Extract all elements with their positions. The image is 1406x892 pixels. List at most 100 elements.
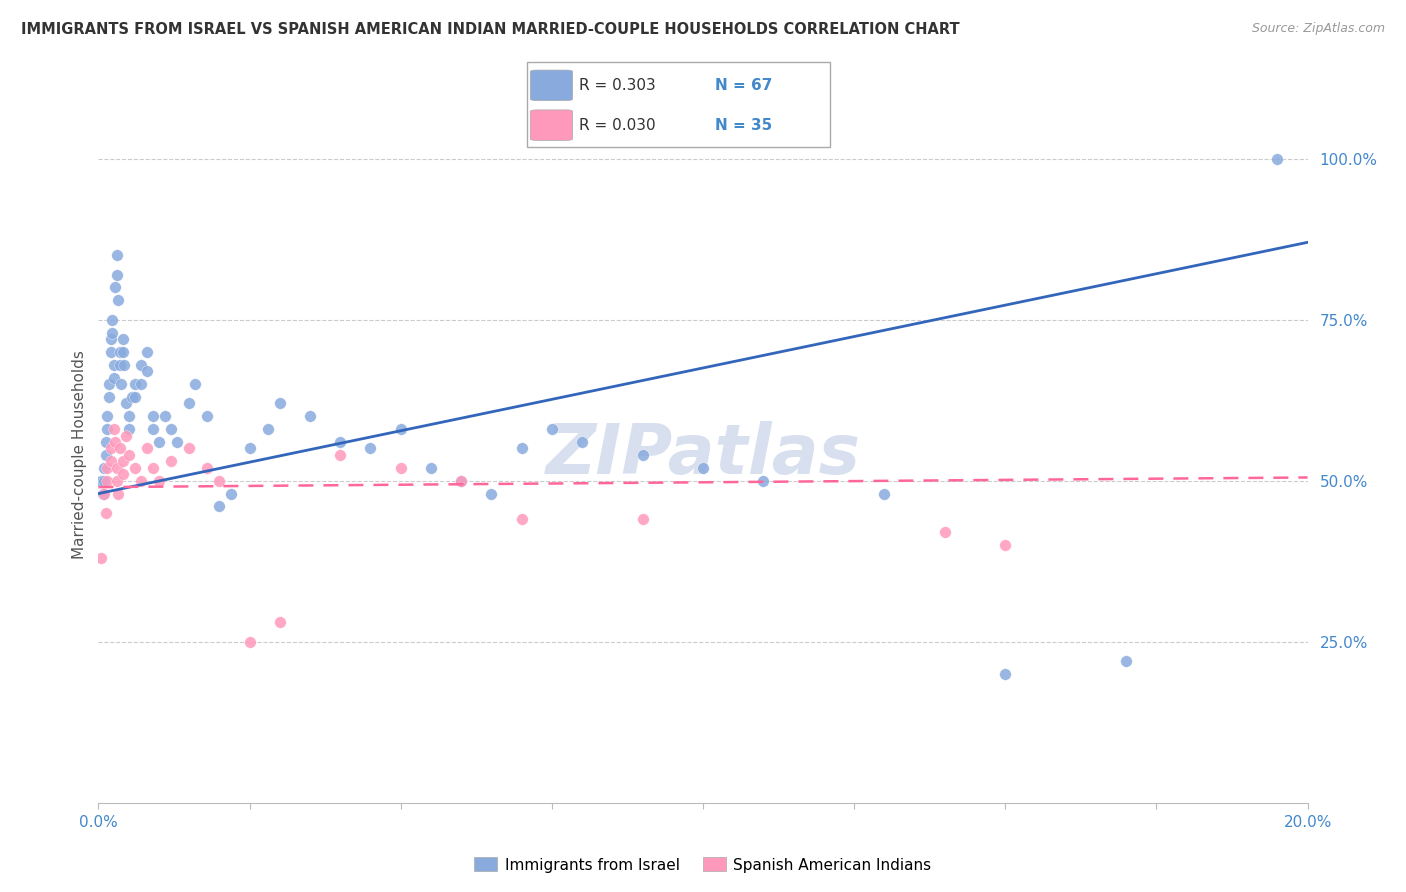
Point [142,422,165,436]
Point [450,474,472,488]
Point [994,538,1017,552]
FancyBboxPatch shape [530,110,572,140]
Point [100,454,122,468]
Point [124,460,146,475]
Point [100,312,122,326]
Point [118,409,141,424]
Point [360,442,382,456]
Point [148,474,170,488]
Point [571,435,593,450]
Point [221,486,243,500]
Point [96,409,118,424]
Point [90,551,112,566]
Text: R = 0.030: R = 0.030 [579,118,655,133]
Point [101,326,124,340]
Point [135,344,157,359]
Point [239,442,262,456]
Point [153,409,176,424]
Point [166,435,188,450]
Point [195,460,218,475]
Point [93,460,115,475]
Point [631,448,654,462]
Point [160,422,183,436]
Point [108,442,131,456]
Point [114,396,136,410]
Point [994,667,1017,681]
Point [110,377,132,392]
Point [111,467,134,482]
Point [124,390,146,404]
Point [510,442,533,456]
Legend: Immigrants from Israel, Spanish American Indians: Immigrants from Israel, Spanish American… [468,851,938,879]
Point [90,474,112,488]
Text: N = 67: N = 67 [714,78,772,93]
Point [121,390,143,404]
Point [105,474,128,488]
Point [329,448,352,462]
Point [105,268,128,282]
Point [1267,152,1289,166]
Point [118,448,141,462]
Text: N = 35: N = 35 [714,118,772,133]
Point [97,377,120,392]
Point [510,512,533,526]
Y-axis label: Married-couple Households: Married-couple Households [72,351,87,559]
Point [111,454,134,468]
Point [103,370,125,384]
Point [107,486,129,500]
Point [389,422,412,436]
Point [179,442,201,456]
Point [179,396,201,410]
Point [96,422,118,436]
Point [93,474,115,488]
Point [129,358,152,372]
Point [160,454,183,468]
Point [105,248,128,262]
Point [142,460,165,475]
Point [105,460,128,475]
Point [118,422,141,436]
Point [481,486,503,500]
Point [111,332,134,346]
Point [184,377,207,392]
Point [104,280,127,294]
Point [100,442,122,456]
Point [108,358,131,372]
Point [420,460,443,475]
Point [135,442,157,456]
Point [269,396,291,410]
Point [450,474,472,488]
Point [692,460,714,475]
Point [91,486,114,500]
Text: Source: ZipAtlas.com: Source: ZipAtlas.com [1251,22,1385,36]
FancyBboxPatch shape [530,70,572,101]
Point [103,422,125,436]
Point [124,377,146,392]
Point [329,435,352,450]
Text: R = 0.303: R = 0.303 [579,78,655,93]
Point [100,332,122,346]
Point [631,512,654,526]
Point [135,364,157,378]
Point [108,344,131,359]
Point [96,460,118,475]
Point [148,435,170,450]
Point [256,422,278,436]
Point [98,390,121,404]
Point [112,358,135,372]
Point [129,377,152,392]
Point [93,486,115,500]
Point [100,344,122,359]
Point [129,474,152,488]
Point [107,293,129,308]
Point [1115,654,1137,668]
Point [103,358,125,372]
Point [104,435,127,450]
Point [239,634,262,648]
Point [94,506,117,520]
Point [195,409,218,424]
Point [389,460,412,475]
Point [111,344,134,359]
Text: ZIPatlas: ZIPatlas [546,421,860,489]
Point [96,448,118,462]
